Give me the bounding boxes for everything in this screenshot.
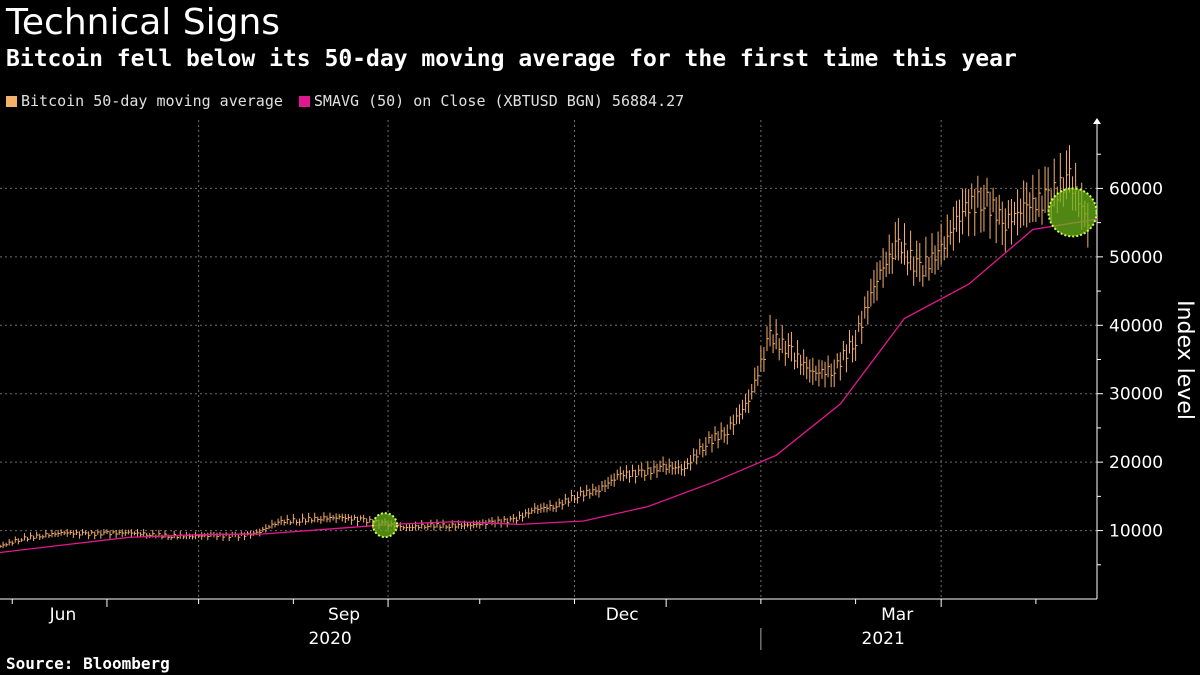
legend-item-price: Bitcoin 50-day moving average (6, 92, 283, 110)
chart-title: Technical Signs (6, 2, 281, 43)
legend-swatch-ma (298, 95, 310, 107)
y-tick-label: 40000 (1109, 316, 1163, 336)
highlight-circle (372, 512, 399, 539)
y-axis-label: Index level (1172, 300, 1197, 420)
legend: Bitcoin 50-day moving average SMAVG (50)… (6, 92, 700, 110)
chart-subtitle: Bitcoin fell below its 50-day moving ave… (6, 46, 1017, 72)
x-tick-label: Dec (606, 605, 639, 625)
y-tick-label: 60000 (1109, 179, 1163, 199)
y-tick-label: 30000 (1109, 385, 1163, 405)
year-label: 2021 (862, 629, 905, 649)
highlight-circle (1047, 187, 1098, 238)
y-axis-arrow (1093, 118, 1101, 124)
legend-swatch-price (6, 95, 17, 107)
x-tick-label: Jun (49, 605, 77, 625)
y-tick-label: 10000 (1109, 522, 1163, 542)
x-tick-label: Mar (881, 605, 913, 625)
legend-label-ma: SMAVG (50) on Close (XBTUSD BGN) 56884.2… (313, 92, 685, 110)
y-tick-label: 20000 (1109, 453, 1163, 473)
legend-item-ma: SMAVG (50) on Close (XBTUSD BGN) 56884.2… (298, 92, 685, 110)
legend-label-price: Bitcoin 50-day moving average (21, 92, 283, 110)
year-label: 2020 (308, 629, 351, 649)
x-tick-label: Sep (328, 605, 360, 625)
source-note: Source: Bloomberg (6, 654, 170, 673)
moving-average-line (0, 218, 1098, 554)
y-tick-label: 50000 (1109, 248, 1163, 268)
